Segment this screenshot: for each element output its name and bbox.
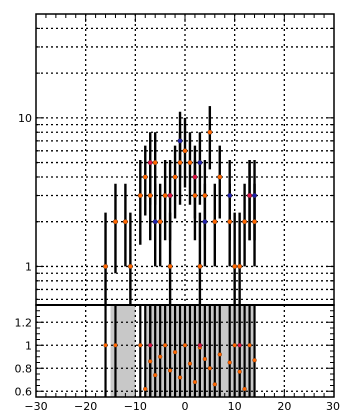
main-data-point <box>147 160 153 166</box>
main-data-point <box>182 148 188 154</box>
main-data-point <box>177 160 183 166</box>
main-y-tick-label: 10 <box>18 112 32 125</box>
main-data-point <box>162 193 168 199</box>
ratio-x-tick-label: −30 <box>24 400 47 413</box>
ratio-data-point <box>167 368 173 373</box>
ratio-marks-layer <box>103 305 257 397</box>
ratio-data-point <box>187 361 193 366</box>
main-data-point <box>137 193 143 199</box>
main-data-point <box>157 219 163 225</box>
main-panel: 1 10 <box>18 13 335 306</box>
main-data-point <box>142 174 148 180</box>
ratio-data-point <box>177 375 183 380</box>
ratio-data-point <box>207 366 212 371</box>
ratio-data-point <box>113 343 118 348</box>
ratio-x-tick-label: 0 <box>182 400 189 413</box>
main-data-point <box>192 174 198 180</box>
ratio-data-point <box>242 386 247 392</box>
main-data-point <box>202 219 208 225</box>
main-data-point <box>167 263 173 269</box>
ratio-data-point <box>182 343 188 348</box>
main-data-point <box>177 138 183 144</box>
main-data-point <box>172 174 178 180</box>
ratio-y-tick-label: 0.6 <box>15 385 33 398</box>
ratio-panel: 0.6 0.8 1 1.2 −30 −20 −10 0 10 20 30 <box>15 304 340 413</box>
ratio-x-tick-label: −10 <box>124 400 147 413</box>
main-data-point <box>147 193 153 199</box>
ratio-x-tick-label: 20 <box>277 400 291 413</box>
ratio-y-tick-label: 0.8 <box>15 362 33 375</box>
ratio-x-tick-label: 10 <box>228 400 242 413</box>
main-data-point <box>217 174 223 180</box>
ratio-data-point <box>192 379 198 385</box>
ratio-data-point <box>153 372 158 378</box>
ratio-x-tick-label: −20 <box>74 400 97 413</box>
main-data-point <box>112 219 118 225</box>
ratio-data-point <box>217 352 222 357</box>
main-data-point <box>167 193 173 199</box>
main-data-point <box>227 219 233 225</box>
main-data-point <box>127 263 133 269</box>
main-y-tick-label: 1 <box>25 260 32 273</box>
main-data-point <box>122 219 128 225</box>
main-data-point <box>152 160 158 166</box>
ratio-data-point <box>212 382 217 387</box>
ratio-data-point <box>252 358 257 363</box>
ratio-data-point <box>148 343 153 348</box>
main-data-point <box>237 263 243 269</box>
ratio-y-tick-label: 1 <box>25 339 32 352</box>
ratio-axes-layer: 0.6 0.8 1 1.2 −30 −20 −10 0 10 20 30 <box>15 304 340 413</box>
ratio-data-point <box>247 343 252 348</box>
main-data-point <box>232 263 238 269</box>
ratio-y-tick-label: 1.2 <box>15 316 33 329</box>
ratio-data-point <box>227 360 232 365</box>
main-data-point <box>197 160 203 166</box>
main-data-point <box>103 263 109 269</box>
ratio-data-point <box>138 343 143 348</box>
main-data-point <box>252 219 258 225</box>
ratio-data-point <box>158 354 163 359</box>
ratio-band-layer <box>110 305 255 397</box>
ratio-data-point <box>237 343 242 348</box>
ratio-data-point <box>172 349 178 355</box>
ratio-data-point <box>103 343 108 348</box>
main-data-point <box>212 219 218 225</box>
ratio-data-point <box>197 343 203 348</box>
ratio-x-tick-label: 30 <box>326 400 340 413</box>
main-data-point <box>207 129 213 135</box>
main-data-point <box>187 160 193 166</box>
main-data-point <box>192 193 198 199</box>
ratio-data-point <box>237 369 242 374</box>
main-data-point <box>202 193 208 199</box>
main-data-point <box>197 263 203 269</box>
ratio-data-point <box>148 359 153 364</box>
main-marks-layer <box>103 106 258 305</box>
ratio-data-point <box>162 343 168 348</box>
main-data-point <box>227 193 233 199</box>
main-data-point <box>242 219 248 225</box>
ratio-uncertainty-band <box>110 305 136 397</box>
ratio-data-point <box>232 343 237 348</box>
ratio-data-point <box>202 356 208 362</box>
ratio-data-point <box>143 386 148 392</box>
main-data-point <box>247 193 253 199</box>
main-data-point <box>252 193 258 199</box>
main-data-point <box>152 219 158 225</box>
